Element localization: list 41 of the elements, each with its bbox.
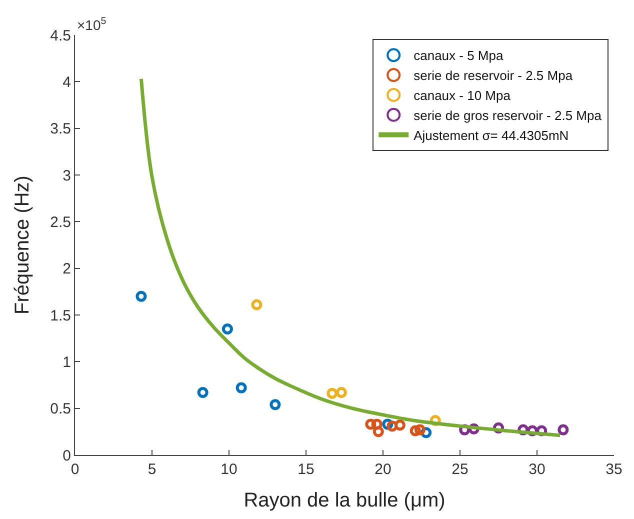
x-tick-label: 35 [606,461,622,478]
legend-label: serie de gros reservoir - 2.5 Mpa [414,108,602,123]
point [386,420,398,432]
x-tick-label: 15 [298,461,314,478]
x-tick-label: 25 [452,461,468,478]
y-tick-label: 1.5 [50,307,71,324]
point [394,420,406,431]
y-tick-label: 2.5 [50,214,71,231]
text: ×10$^{5}$ [77,16,107,33]
x-tick-label: 10 [220,461,238,478]
x-tick-label: 20 [374,461,392,478]
point [251,299,262,310]
x-axis-title: Rayon de la bulle (μm) [244,490,446,512]
point [372,426,384,438]
y-tick-label: 4.5 [50,27,71,44]
y-tick-label: 2 [62,260,71,278]
point [336,386,347,398]
y-axis-title: Fréquence (Hz) [12,176,34,314]
legend-label: serie de reservoir - 2.5 Mpa [414,68,574,84]
point [197,386,208,398]
point [222,324,233,334]
point [371,418,382,430]
point [270,399,281,410]
y-tick-label: 1 [62,354,71,371]
point [558,424,569,436]
x-tick-label: 5 [148,461,156,478]
point [410,425,421,436]
point [365,418,376,430]
x-tick-label: 30 [528,461,546,478]
point [136,290,147,302]
y-tick-label: 0 [62,447,71,464]
legend-label: Ajustement σ= 44.4305mN [414,128,569,143]
y-tick-label: 3.5 [50,120,71,138]
legend-label: canaux - 5 Mpa [414,48,504,64]
point [326,388,338,399]
y-tick-label: 3 [62,167,71,184]
point [236,382,247,394]
point [414,424,426,436]
y-tick-label: 0.5 [50,400,71,418]
y-tick-label: 4 [62,74,71,91]
legend-label: canaux - 10 Mpa [414,88,512,104]
